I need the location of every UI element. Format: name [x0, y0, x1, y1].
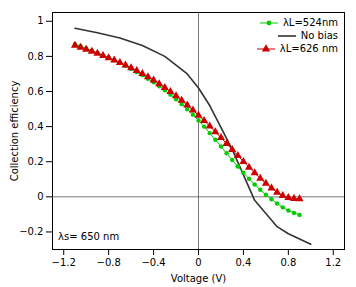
html-text:λL=524nm: λL=524nm [283, 17, 338, 28]
svg-text:0.4: 0.4 [235, 257, 251, 268]
svg-text:−1.2: −1.2 [52, 257, 76, 268]
svg-text:−0.4: −0.4 [141, 257, 165, 268]
svg-text:0.8: 0.8 [28, 51, 44, 62]
svg-text:1.2: 1.2 [325, 257, 341, 268]
html-text:No bias: No bias [300, 30, 338, 41]
svg-text:1: 1 [37, 15, 43, 26]
svg-text:0.6: 0.6 [28, 86, 44, 97]
svg-text:−0.2: −0.2 [19, 226, 43, 237]
svg-text:Voltage (V): Voltage (V) [171, 273, 226, 284]
svg-text:Collection efficiency: Collection efficiency [9, 81, 20, 182]
svg-text:0.8: 0.8 [280, 257, 296, 268]
svg-text:−0.8: −0.8 [97, 257, 121, 268]
svg-text:0: 0 [37, 191, 43, 202]
svg-text:0: 0 [195, 257, 201, 268]
html-text:λL=626 nm: λL=626 nm [279, 43, 338, 54]
svg-text:0.2: 0.2 [28, 156, 44, 167]
svg-text:λs= 650 nm: λs= 650 nm [58, 231, 119, 242]
svg-text:0.4: 0.4 [28, 121, 44, 132]
